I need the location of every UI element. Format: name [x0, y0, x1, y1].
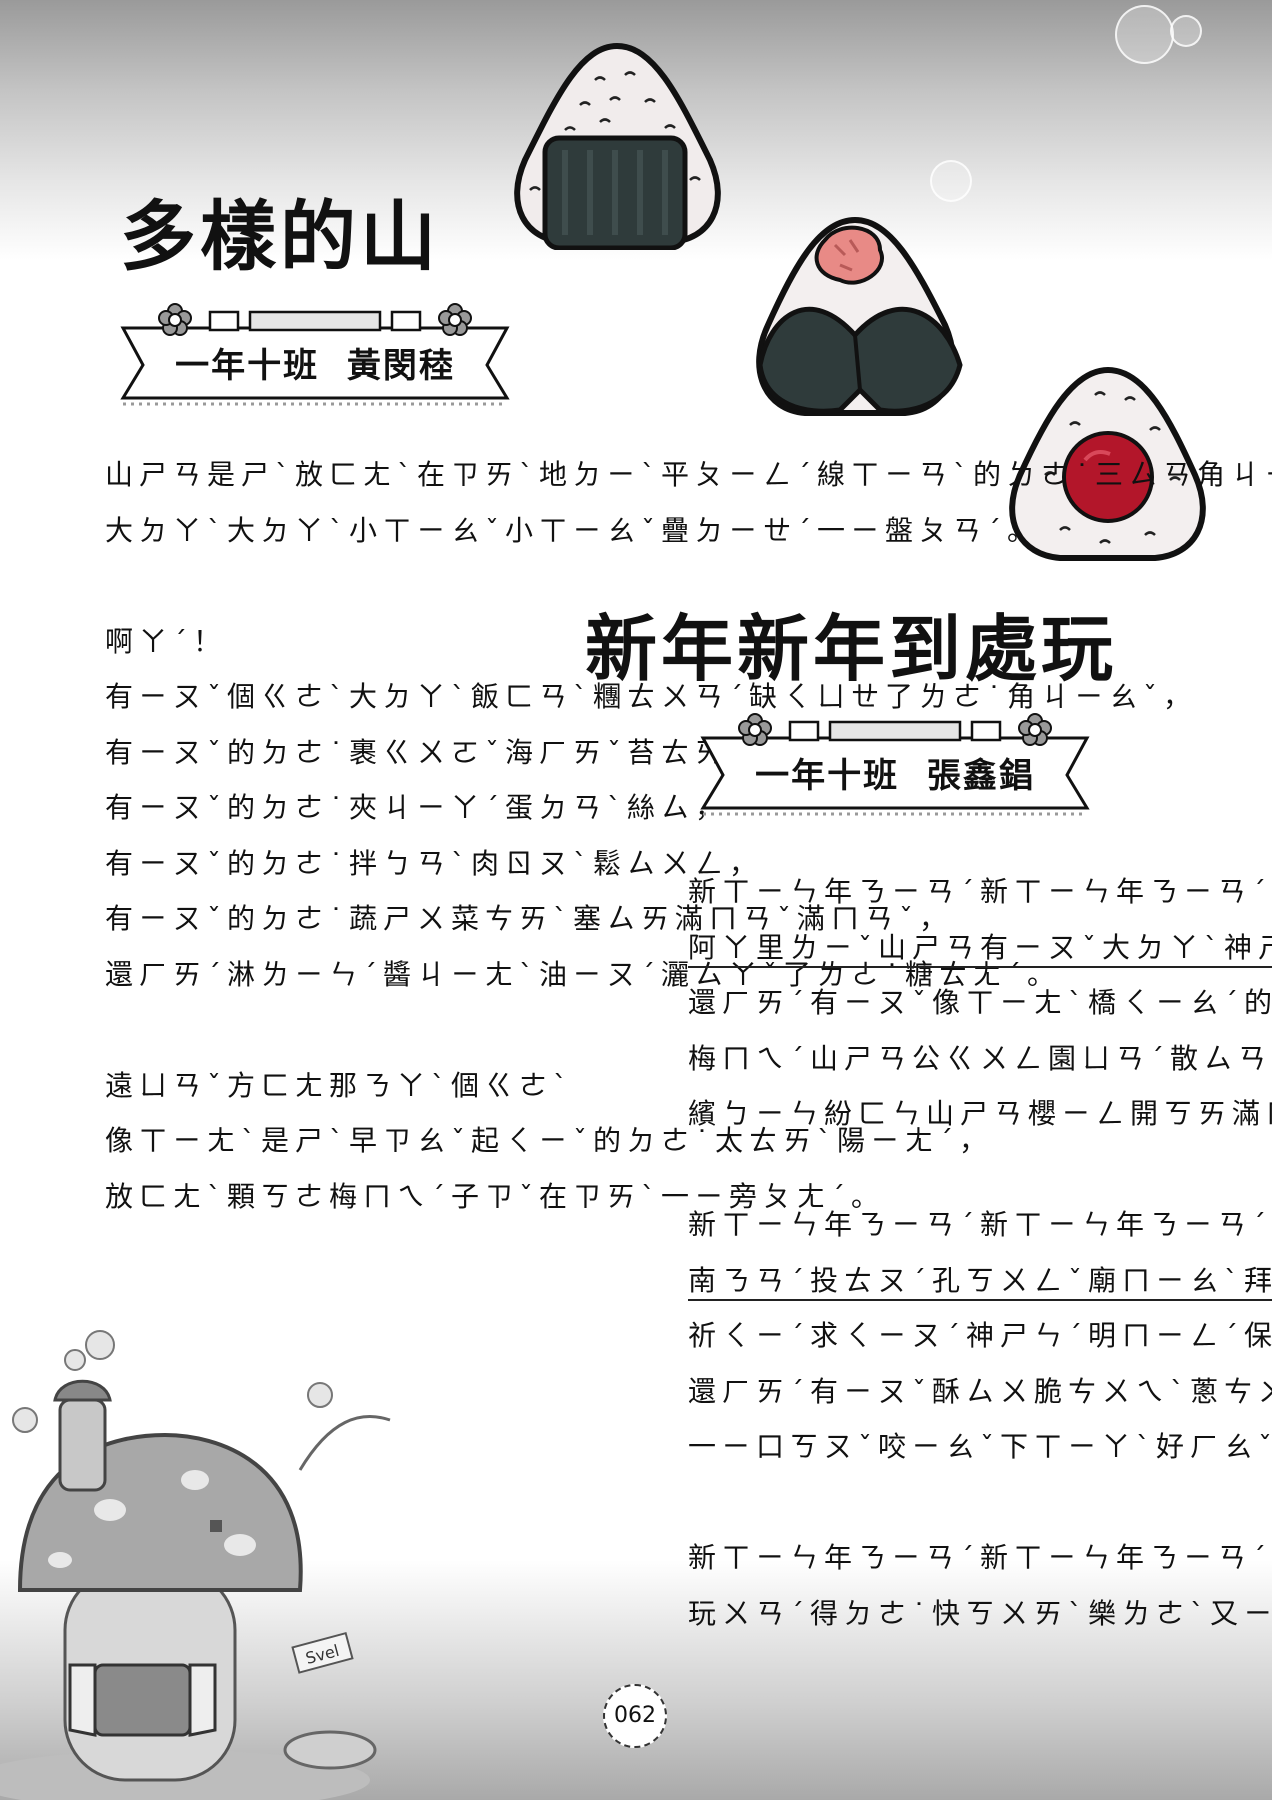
poem-1-author-banner: 一年十班 黃閔稑: [115, 300, 515, 410]
poem-line: 梅ㄇㄟˊ山ㄕㄢ公ㄍㄨㄥ園ㄩㄢˊ散ㄙㄢˋ散ㄙㄢˋ步ㄅㄨˋ，: [688, 1041, 1272, 1075]
poem-line: 有ㄧㄡˇ的ㄉㄜ˙拌ㄅㄢˋ肉ㄖㄡˋ鬆ㄙㄨㄥ，: [105, 846, 764, 880]
poem-line: 南ㄋㄢˊ投ㄊㄡˊ孔ㄎㄨㄥˇ廟ㄇㄧㄠˋ拜ㄅㄞˋ拜ㄅㄞˋ去ㄑㄩˋ，: [688, 1261, 1272, 1317]
mushroom-house-illustration: Svel: [0, 1330, 391, 1800]
poem-line: 有ㄧㄡˇ的ㄉㄜ˙夾ㄐㄧㄚˊ蛋ㄉㄢˋ絲ㄙ，: [105, 791, 730, 824]
stanza-gap: [688, 1150, 1272, 1206]
poem-line: 山ㄕㄢ是ㄕˋ放ㄈㄤˋ在ㄗㄞˋ地ㄉㄧˋ平ㄆㄧㄥˊ線ㄒㄧㄢˋ的ㄉㄜ˙三ㄙㄢ角ㄐㄧㄠˇ…: [105, 458, 1272, 491]
ribbon-frame: [120, 303, 510, 406]
bubble-decoration: [930, 160, 972, 202]
page-number: 062: [603, 1684, 667, 1748]
poem-1-title: 多樣的山: [120, 192, 440, 281]
poem-line: 有ㄧㄡˇ的ㄉㄜ˙裹ㄍㄨㄛˇ海ㄏㄞˇ苔ㄊㄞˊ，: [105, 735, 784, 769]
poem-line: 有ㄧㄡˇ的ㄉㄜ˙蔬ㄕㄨ菜ㄘㄞˋ塞ㄙㄞ滿ㄇㄢˇ滿ㄇㄢˇ，: [105, 902, 954, 935]
onigiri-salmon-illustration: [756, 216, 963, 416]
stanza-gap: [688, 1483, 1272, 1539]
poem-line: 放ㄈㄤˋ顆ㄎㄜ梅ㄇㄟˊ子ㄗˇ在ㄗㄞˋ一ㄧ旁ㄆㄤˊ。: [105, 1179, 886, 1213]
poem-2-title: 新年新年到處玩: [585, 607, 1118, 691]
poem-1-author: 一年十班 黃閔稑: [175, 346, 455, 386]
poem-line: 新ㄒㄧㄣ年ㄋㄧㄢˊ新ㄒㄧㄣ年ㄋㄧㄢˊ到ㄉㄠˋ處ㄔㄨˋ玩ㄨㄢˊ，: [688, 875, 1272, 908]
poem-line: 還ㄏㄞˊ有ㄧㄡˇ酥ㄙㄨ脆ㄘㄨㄟˋ蔥ㄘㄨㄥ油ㄧㄡˊ餅ㄅㄧㄥˇ，: [688, 1374, 1272, 1408]
poem-line: 阿ㄚ里ㄌㄧˇ山ㄕㄢ有ㄧㄡˇ大ㄉㄚˋ神ㄕㄣˊ木ㄇㄨˋ，: [688, 928, 1272, 984]
flower-icon: [738, 713, 772, 746]
poem-line: 新ㄒㄧㄣ年ㄋㄧㄢˊ新ㄒㄧㄣ年ㄋㄧㄢˊ到ㄉㄠˋ處ㄔㄨˋ玩ㄨㄢˊ，: [688, 1541, 1272, 1574]
underlined-place-name: 阿ㄚ里ㄌㄧˇ山ㄕㄢ有ㄧㄡˇ大ㄉㄚˋ神ㄕㄣˊ木ㄇㄨˋ，: [688, 930, 1272, 968]
poem-2-author-banner: 一年十班 張鑫錩: [695, 710, 1095, 820]
poem-line: 遠ㄩㄢˇ方ㄈㄤ那ㄋㄚˋ個ㄍㄜˋ: [105, 1068, 574, 1102]
poem-line: 啊ㄚˊ！: [105, 624, 228, 658]
flower-icon: [158, 303, 192, 336]
bubble-decoration: [1170, 15, 1202, 47]
poem-line: 玩ㄨㄢˊ得ㄉㄜ˙快ㄎㄨㄞˋ樂ㄌㄜˋ又ㄧㄡˋ滿ㄇㄢˇ足ㄗㄨˊ。: [688, 1596, 1272, 1630]
flower-icon: [1018, 713, 1052, 746]
poem-2-author: 一年十班 張鑫錩: [755, 756, 1035, 796]
bubble-decoration: [1115, 5, 1174, 64]
poem-line: 有ㄧㄡˇ個ㄍㄜˋ大ㄉㄚˋ飯ㄈㄢˋ糰ㄊㄨㄢˊ缺ㄑㄩㄝ了ㄌㄜ˙角ㄐㄧㄠˇ，: [105, 680, 1198, 713]
poem-line: 繽ㄅㄧㄣ紛ㄈㄣ山ㄕㄢ櫻ㄧㄥ開ㄎㄞ滿ㄇㄢˇ樹ㄕㄨˋ。: [688, 1097, 1272, 1130]
ribbon-frame: [700, 713, 1090, 816]
poem-line: 新ㄒㄧㄣ年ㄋㄧㄢˊ新ㄒㄧㄣ年ㄋㄧㄢˊ到ㄉㄠˋ處ㄔㄨˋ玩ㄨㄢˊ，: [688, 1208, 1272, 1241]
poem-1-body: 山ㄕㄢ是ㄕˋ放ㄈㄤˋ在ㄗㄞˋ地ㄉㄧˋ平ㄆㄧㄥˊ線ㄒㄧㄢˋ的ㄉㄜ˙三ㄙㄢ角ㄐㄧㄠˇ…: [105, 455, 1272, 1232]
poem-line: 一ㄧ口ㄎㄡˇ咬ㄧㄠˇ下ㄒㄧㄚˋ好ㄏㄠˇ滿ㄇㄢˇ足ㄗㄨˊ。: [688, 1430, 1272, 1463]
onigiri-nori-illustration: [514, 42, 721, 250]
poem-line: 還ㄏㄞˊ有ㄧㄡˇ像ㄒㄧㄤˋ橋ㄑㄧㄠˊ的ㄉㄜ˙三ㄙㄢ代ㄉㄞˋ木ㄇㄨˋ。: [688, 986, 1272, 1019]
poem-line: 像ㄒㄧㄤˋ是ㄕˋ早ㄗㄠˇ起ㄑㄧˇ的ㄉㄜ˙太ㄊㄞˋ陽ㄧㄤˊ，: [105, 1124, 994, 1157]
onigiri-umeboshi-illustration: [1009, 366, 1206, 561]
poem-line: 祈ㄑㄧˊ求ㄑㄧㄡˊ神ㄕㄣˊ明ㄇㄧㄥˊ保ㄅㄠˇ平ㄆㄧㄥˊ安ㄢ。: [688, 1319, 1272, 1352]
poem-line: 大ㄉㄚˋ大ㄉㄚˋ小ㄒㄧㄠˇ小ㄒㄧㄠˇ疊ㄉㄧㄝˊ一ㄧ盤ㄆㄢˊ。: [105, 513, 1042, 547]
underlined-place-name: 南ㄋㄢˊ投ㄊㄡˊ孔ㄎㄨㄥˇ廟ㄇㄧㄠˋ拜ㄅㄞˋ拜ㄅㄞˋ去ㄑㄩˋ，: [688, 1263, 1272, 1301]
poem-2-body: 新ㄒㄧㄣ年ㄋㄧㄢˊ新ㄒㄧㄣ年ㄋㄧㄢˊ到ㄉㄠˋ處ㄔㄨˋ玩ㄨㄢˊ， 阿ㄚ里ㄌㄧˇ山ㄕ…: [688, 872, 1272, 1649]
flower-icon: [438, 303, 472, 336]
poem-line: 還ㄏㄞˊ淋ㄌㄧㄣˊ醬ㄐㄧㄤˋ油ㄧㄡˊ灑ㄙㄚˇ了ㄌㄜ˙糖ㄊㄤˊ。: [105, 957, 1062, 991]
